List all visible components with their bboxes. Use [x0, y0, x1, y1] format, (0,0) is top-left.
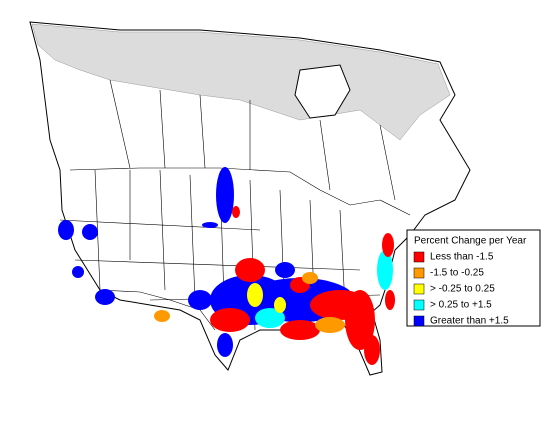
trend-region: [202, 222, 218, 228]
trend-region: [382, 233, 394, 257]
trend-region: [274, 297, 286, 313]
legend-swatch: [413, 283, 425, 295]
trend-region: [275, 262, 295, 278]
legend-label: > 0.25 to +1.5: [430, 300, 492, 311]
legend-swatch: [413, 267, 425, 279]
trend-region: [210, 308, 250, 332]
legend-label: -1.5 to -0.25: [430, 268, 484, 279]
province-borders: [109, 79, 396, 201]
trend-region: [377, 250, 393, 290]
legend-swatch: [413, 251, 425, 263]
us-mexico-border: [99, 289, 216, 331]
trend-region: [216, 167, 234, 223]
trend-region: [280, 320, 320, 340]
trend-regions: [58, 167, 395, 365]
trend-region: [255, 308, 285, 328]
trend-region: [72, 266, 84, 278]
hudson-bay: [294, 64, 351, 119]
trend-region: [315, 317, 345, 333]
us-canada-border: [69, 167, 411, 216]
trend-region: [154, 310, 170, 322]
trend-region: [345, 290, 375, 350]
trend-region: [235, 258, 265, 282]
trend-region: [95, 289, 115, 305]
trend-region: [364, 335, 380, 365]
legend-swatch: [413, 315, 425, 327]
trend-region: [232, 206, 240, 218]
base-map: [29, 21, 471, 376]
legend-swatch: [413, 299, 425, 311]
legend-label: Greater than +1.5: [430, 316, 509, 327]
legend-label: > -0.25 to 0.25: [430, 284, 495, 295]
legend-box: [406, 229, 541, 327]
trend-region: [58, 220, 74, 240]
trend-region: [82, 224, 98, 240]
legend: Percent Change per Year Less than -1.5 -1…: [406, 229, 541, 327]
trend-region: [247, 283, 263, 307]
trend-region: [217, 333, 233, 357]
trend-region: [188, 290, 212, 310]
legend-label: Less than -1.5: [430, 252, 494, 263]
trend-region: [302, 272, 318, 284]
trend-region: [385, 290, 395, 310]
legend-title: Percent Change per Year: [414, 236, 527, 247]
